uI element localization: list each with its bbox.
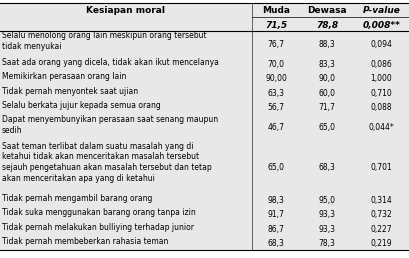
Text: 0,044*: 0,044* [369, 123, 394, 132]
Text: 0,732: 0,732 [371, 211, 392, 220]
Text: Dapat menyembunyikan perasaan saat senang maupun
sedih: Dapat menyembunyikan perasaan saat senan… [2, 115, 218, 135]
Text: 65,0: 65,0 [267, 163, 285, 172]
Text: Dewasa: Dewasa [308, 6, 347, 15]
Text: Kesiapan moral: Kesiapan moral [86, 6, 165, 15]
Text: 98,3: 98,3 [267, 196, 285, 205]
Text: 1,000: 1,000 [371, 75, 392, 83]
Text: 76,7: 76,7 [267, 40, 285, 49]
Text: 60,0: 60,0 [319, 88, 336, 98]
Text: 0,219: 0,219 [371, 239, 392, 248]
Text: 78,8: 78,8 [316, 21, 338, 30]
Text: 88,3: 88,3 [319, 40, 335, 49]
Text: Selalu berkata jujur kepada semua orang: Selalu berkata jujur kepada semua orang [2, 101, 161, 110]
Text: 0,701: 0,701 [371, 163, 392, 172]
Text: 95,0: 95,0 [319, 196, 336, 205]
Text: 93,3: 93,3 [319, 211, 336, 220]
Text: 86,7: 86,7 [267, 224, 285, 233]
Text: 70,0: 70,0 [267, 60, 285, 69]
Text: 71,5: 71,5 [265, 21, 287, 30]
Text: 0,008**: 0,008** [362, 21, 400, 30]
Text: 68,3: 68,3 [267, 239, 285, 248]
Text: P-value: P-value [362, 6, 400, 15]
Text: 90,0: 90,0 [319, 75, 336, 83]
Text: Tidak pernah mengambil barang orang: Tidak pernah mengambil barang orang [2, 194, 153, 203]
Text: 0,088: 0,088 [371, 103, 392, 112]
Text: Selalu menolong orang lain meskipun orang tersebut
tidak menyukai: Selalu menolong orang lain meskipun oran… [2, 31, 207, 51]
Text: 68,3: 68,3 [319, 163, 336, 172]
Text: Memikirkan perasaan orang lain: Memikirkan perasaan orang lain [2, 72, 126, 82]
Text: Saat teman terlibat dalam suatu masalah yang di
ketahui tidak akan menceritakan : Saat teman terlibat dalam suatu masalah … [2, 142, 212, 183]
Text: 0,086: 0,086 [371, 60, 392, 69]
Text: Tidak pernah menyontek saat ujian: Tidak pernah menyontek saat ujian [2, 86, 138, 95]
Text: Tidak pernah membeberkan rahasia teman: Tidak pernah membeberkan rahasia teman [2, 237, 169, 246]
Text: 78,3: 78,3 [319, 239, 336, 248]
Text: 63,3: 63,3 [267, 88, 285, 98]
Text: 0,094: 0,094 [371, 40, 392, 49]
Text: 90,00: 90,00 [265, 75, 287, 83]
Text: 83,3: 83,3 [319, 60, 336, 69]
Text: 0,314: 0,314 [371, 196, 392, 205]
Text: 93,3: 93,3 [319, 224, 336, 233]
Text: Saat ada orang yang dicela, tidak akan ikut mencelanya: Saat ada orang yang dicela, tidak akan i… [2, 58, 219, 67]
Text: 71,7: 71,7 [319, 103, 336, 112]
Text: 91,7: 91,7 [267, 211, 285, 220]
Text: Tidak suka menggunakan barang orang tanpa izin: Tidak suka menggunakan barang orang tanp… [2, 208, 196, 217]
Text: 56,7: 56,7 [267, 103, 285, 112]
Text: Muda: Muda [262, 6, 290, 15]
Text: 65,0: 65,0 [319, 123, 336, 132]
Text: Tidak pernah melakukan bulliying terhadap junior: Tidak pernah melakukan bulliying terhada… [2, 222, 194, 231]
Text: 0,710: 0,710 [371, 88, 392, 98]
Text: 46,7: 46,7 [267, 123, 285, 132]
Text: 0,227: 0,227 [371, 224, 392, 233]
